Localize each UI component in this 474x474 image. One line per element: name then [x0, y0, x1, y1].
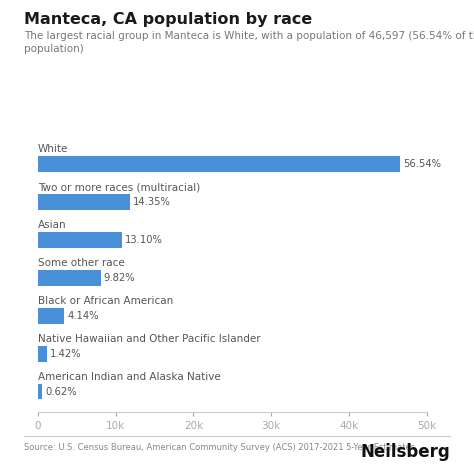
- Bar: [38, 270, 101, 286]
- Text: The largest racial group in Manteca is White, with a population of 46,597 (56.54: The largest racial group in Manteca is W…: [24, 31, 474, 54]
- Text: 13.10%: 13.10%: [125, 235, 163, 245]
- Bar: [38, 156, 400, 172]
- Text: Native Hawaiian and Other Pacific Islander: Native Hawaiian and Other Pacific Island…: [38, 334, 261, 344]
- Text: Two or more races (multiracial): Two or more races (multiracial): [38, 182, 200, 192]
- Text: Asian: Asian: [38, 220, 66, 230]
- Text: 14.35%: 14.35%: [133, 197, 171, 207]
- Text: White: White: [38, 144, 68, 154]
- Text: Black or African American: Black or African American: [38, 296, 173, 306]
- Text: 4.14%: 4.14%: [67, 310, 99, 321]
- Text: Manteca, CA population by race: Manteca, CA population by race: [24, 12, 312, 27]
- Text: Neilsberg: Neilsberg: [361, 443, 450, 461]
- Bar: [38, 194, 130, 210]
- Text: American Indian and Alaska Native: American Indian and Alaska Native: [38, 372, 221, 382]
- Text: 1.42%: 1.42%: [50, 348, 82, 359]
- Text: 9.82%: 9.82%: [104, 273, 136, 283]
- Bar: [38, 383, 42, 400]
- Bar: [38, 346, 47, 362]
- Text: Source: U.S. Census Bureau, American Community Survey (ACS) 2017-2021 5-Year Est: Source: U.S. Census Bureau, American Com…: [24, 443, 415, 452]
- Text: 56.54%: 56.54%: [403, 159, 441, 169]
- Bar: [38, 232, 122, 248]
- Bar: [38, 308, 64, 324]
- Text: 0.62%: 0.62%: [45, 386, 77, 397]
- Text: Some other race: Some other race: [38, 258, 125, 268]
